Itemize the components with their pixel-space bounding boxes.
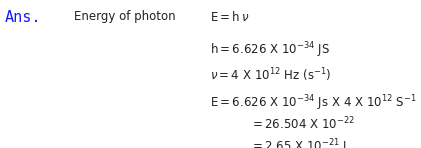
Text: Ans.: Ans.: [5, 10, 42, 25]
Text: $\mathrm{E = h\,\mathit{\nu}}$: $\mathrm{E = h\,\mathit{\nu}}$: [210, 10, 250, 24]
Text: $\mathrm{h = 6.626\ X\ 10^{-34}\ JS}$: $\mathrm{h = 6.626\ X\ 10^{-34}\ JS}$: [210, 40, 330, 59]
Text: Energy of photon: Energy of photon: [74, 10, 175, 23]
Text: $\mathrm{E = 6.626\ X\ 10^{-34}\ Js\ X\ 4\ X\ 10^{12}\ S^{-1}}$: $\mathrm{E = 6.626\ X\ 10^{-34}\ Js\ X\ …: [210, 93, 417, 113]
Text: $\mathrm{= 26.504\ X\ 10^{-22}}$: $\mathrm{= 26.504\ X\ 10^{-22}}$: [250, 115, 355, 132]
Text: $\mathrm{\mathit{\nu} = 4\ X\ 10^{12}\ Hz\ (s^{-1})}$: $\mathrm{\mathit{\nu} = 4\ X\ 10^{12}\ H…: [210, 67, 332, 84]
Text: $\mathrm{= 2.65\ X\ 10^{-21}\ J}$: $\mathrm{= 2.65\ X\ 10^{-21}\ J}$: [250, 138, 348, 148]
